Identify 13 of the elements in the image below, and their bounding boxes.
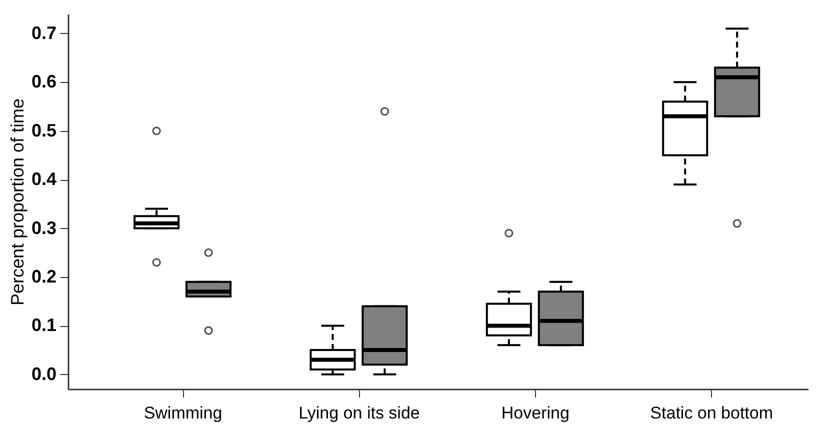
y-tick-label: 0.3 xyxy=(31,218,56,238)
y-tick-label: 0.5 xyxy=(31,120,56,140)
x-tick-label: Static on bottom xyxy=(650,404,774,422)
y-tick-label: 0.6 xyxy=(31,72,56,92)
y-tick-label: 0.0 xyxy=(31,364,56,384)
y-tick-label: 0.7 xyxy=(31,22,56,43)
x-tick-label: Swimming xyxy=(144,404,222,422)
y-tick-label: 0.2 xyxy=(31,266,56,286)
y-tick-label: 0.4 xyxy=(31,169,56,190)
x-tick-label: Hovering xyxy=(501,404,570,422)
x-tick-label: Lying on its side xyxy=(298,404,420,422)
y-axis-title: Percent proportion of time xyxy=(7,98,28,306)
y-tick-label: 0.1 xyxy=(31,315,56,336)
